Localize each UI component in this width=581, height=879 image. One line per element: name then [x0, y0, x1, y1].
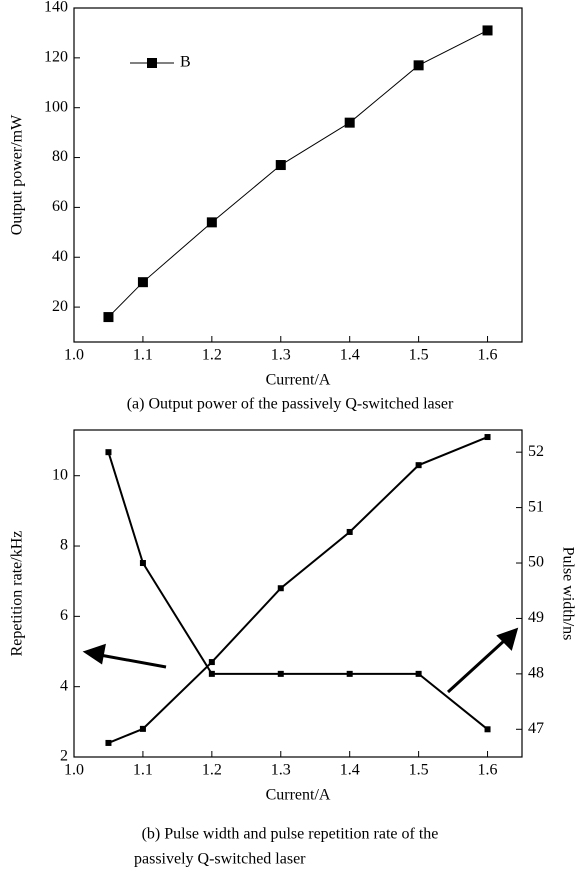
x-tick-label: 1.3: [271, 347, 291, 364]
x-tick-label: 1.5: [409, 347, 429, 364]
y-tick-label: 120: [44, 49, 68, 66]
x-tick-label: 1.0: [64, 347, 84, 364]
x-axis-label: Current/A: [266, 372, 331, 389]
y-tick-label: 10: [52, 466, 68, 483]
legend-label: B: [180, 54, 191, 71]
data-point: [415, 670, 422, 677]
data-point: [413, 60, 424, 71]
data-point: [482, 25, 493, 36]
data-point: [103, 312, 114, 323]
arrowhead-right: [496, 627, 519, 651]
data-point: [277, 585, 284, 592]
annotation-arrows: [82, 627, 519, 694]
data-point: [415, 462, 422, 469]
y2-axis-label: Pulse width/ns: [559, 547, 576, 641]
caption: (b) Pulse width and pulse repetition rat…: [142, 826, 439, 843]
data-point: [137, 277, 148, 288]
data-point: [105, 449, 112, 456]
data-point: [208, 659, 215, 666]
x-tick-label: 1.3: [271, 762, 291, 779]
y-tick-label: 4: [60, 677, 68, 694]
x-tick-label: 1.2: [202, 762, 222, 779]
y-tick-label: 6: [60, 607, 68, 624]
data-point: [346, 528, 353, 535]
x-tick-label: 1.5: [409, 762, 429, 779]
data-point: [344, 117, 355, 128]
data-point: [206, 217, 217, 228]
x-tick-label: 1.6: [478, 347, 498, 364]
x-tick-label: 1.4: [340, 347, 360, 364]
arrow-right: [446, 638, 507, 694]
x-tick-label: 1.1: [133, 347, 153, 364]
data-point: [484, 726, 491, 733]
caption: (a) Output power of the passively Q-swit…: [127, 396, 454, 413]
y-tick-label: 80: [52, 148, 68, 165]
x-tick-label: 1.2: [202, 347, 222, 364]
y-tick-label: 140: [44, 0, 68, 16]
arrow-left: [99, 653, 167, 669]
y-tick-label: 2: [60, 748, 68, 765]
x-tick-label: 1.1: [133, 762, 153, 779]
series-line: [108, 29, 488, 318]
x-tick-label: 1.4: [340, 762, 360, 779]
data-point: [275, 160, 286, 171]
plot-frame: [73, 429, 523, 758]
y-tick-label: 60: [52, 198, 68, 215]
data-point: [139, 560, 146, 567]
data-point: [484, 434, 491, 441]
y2-tick-label: 47: [528, 720, 544, 737]
y2-tick-label: 52: [528, 443, 544, 460]
legend-marker: [147, 58, 157, 68]
y-axis-label: Output power/mW: [9, 114, 26, 235]
data-point: [105, 739, 112, 746]
y-tick-label: 100: [44, 98, 68, 115]
y2-tick-label: 51: [528, 498, 544, 515]
y-tick-label: 8: [60, 537, 68, 554]
data-point: [208, 670, 215, 677]
series-line: [108, 436, 488, 744]
y2-tick-label: 49: [528, 609, 544, 626]
caption: passively Q-switched laser: [134, 851, 306, 868]
series-line: [107, 451, 489, 731]
x-axis-label: Current/A: [266, 787, 331, 804]
y-axis-label: Repetition rate/kHz: [9, 531, 26, 657]
x-tick-label: 1.0: [64, 762, 84, 779]
data-point: [277, 670, 284, 677]
data-point: [346, 670, 353, 677]
y2-tick-label: 50: [528, 554, 544, 571]
data-point: [139, 725, 146, 732]
arrowhead-left: [82, 643, 106, 665]
x-tick-label: 1.6: [478, 762, 498, 779]
y-tick-label: 40: [52, 248, 68, 265]
y-tick-label: 20: [52, 298, 68, 315]
plot-frame: [73, 7, 523, 343]
y2-tick-label: 48: [528, 665, 544, 682]
